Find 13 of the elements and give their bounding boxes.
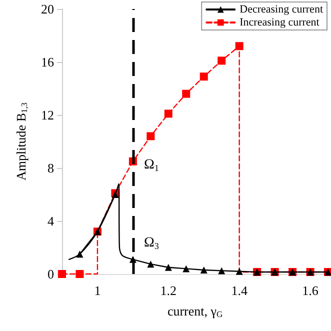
x-tick-label: 1.2	[160, 283, 177, 298]
y-tick-label: 8	[48, 160, 54, 176]
x-tick-label: 1.6	[302, 283, 319, 298]
x-tick-label: 1.4	[231, 283, 248, 298]
y-tick-label: 16	[41, 54, 54, 70]
x-tick-label: 1	[94, 283, 101, 298]
y-tick-label: 4	[48, 214, 54, 228]
y-tick-label: 12	[41, 108, 54, 122]
legend-label: Increasing current	[240, 16, 320, 28]
legend-label: Decreasing current	[240, 4, 324, 16]
y-axis-title: Amplitude B1,3	[14, 102, 29, 181]
y-tick-label: 0	[48, 266, 54, 282]
y-tick-label: 20	[41, 2, 54, 16]
